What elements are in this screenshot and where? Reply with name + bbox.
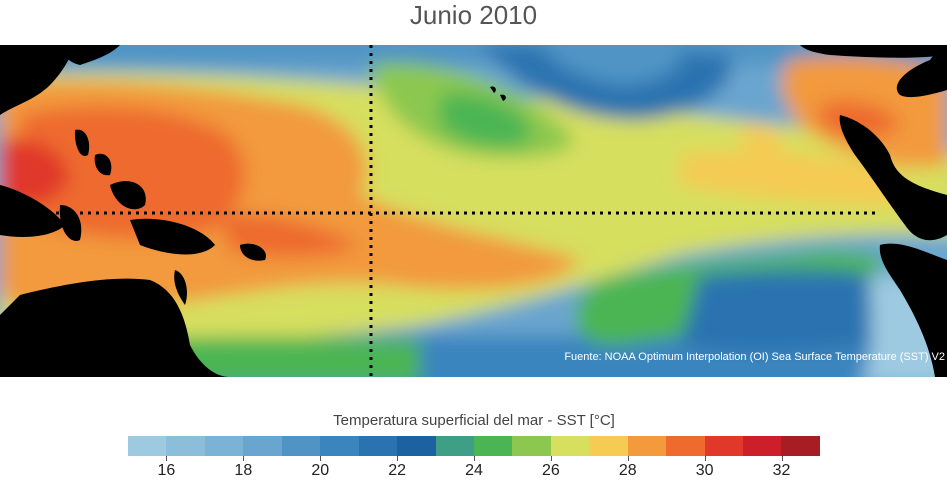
- colorbar-tick: [243, 456, 245, 461]
- colorbar-tick: [320, 456, 322, 461]
- colorbar-segment: [781, 436, 820, 456]
- colorbar-segment: [435, 436, 474, 456]
- colorbar: [128, 436, 820, 456]
- colorbar-tick: [704, 456, 706, 461]
- colorbar-segment: [243, 436, 282, 456]
- colorbar-segment: [320, 436, 359, 456]
- colorbar-tick: [474, 456, 475, 461]
- map-title: Junio 2010: [409, 0, 538, 30]
- colorbar-segment: [204, 436, 244, 456]
- colorbar-segment: [128, 436, 167, 456]
- colorbar-tick-label: 32: [772, 462, 791, 479]
- land: [0, 45, 947, 377]
- colorbar-ticks: 16 18 20 22 24 26 28 30 32: [128, 456, 820, 480]
- colorbar-segment: [166, 436, 205, 456]
- colorbar-tick-label: 26: [541, 462, 560, 479]
- colorbar-segment: [666, 436, 705, 456]
- colorbar-segment: [550, 436, 590, 456]
- colorbar-tick-label: 30: [695, 462, 714, 479]
- colorbar-tick-label: 20: [311, 462, 330, 479]
- colorbar-tick: [166, 456, 168, 461]
- colorbar-segment: [358, 436, 398, 456]
- source-note: Fuente: NOAA Optimum Interpolation (OI) …: [564, 351, 945, 363]
- colorbar-tick-label: 22: [388, 462, 406, 479]
- colorbar-tick-label: 16: [157, 462, 176, 479]
- colorbar-tick: [550, 456, 552, 461]
- colorbar-tick-label: 24: [465, 462, 483, 479]
- colorbar-segment: [704, 436, 743, 456]
- colorbar-segment: [743, 436, 782, 456]
- colorbar-tick-label: 18: [234, 462, 253, 479]
- colorbar-tick: [397, 456, 399, 461]
- sst-map-image: [0, 45, 947, 377]
- colorbar-segment: [589, 436, 628, 456]
- colorbar-segment: [473, 436, 513, 456]
- colorbar-tick: [781, 456, 783, 461]
- colorbar-segment: [627, 436, 667, 456]
- sst-map: Fuente: NOAA Optimum Interpolation (OI) …: [0, 45, 947, 377]
- colorbar-tick: [627, 456, 629, 461]
- colorbar-segment: [512, 436, 551, 456]
- colorbar-tick-label: 28: [618, 462, 637, 479]
- colorbar-segment: [397, 436, 436, 456]
- colorbar-segment: [281, 436, 321, 456]
- colorbar-title: Temperatura superficial del mar - SST [°…: [333, 412, 615, 429]
